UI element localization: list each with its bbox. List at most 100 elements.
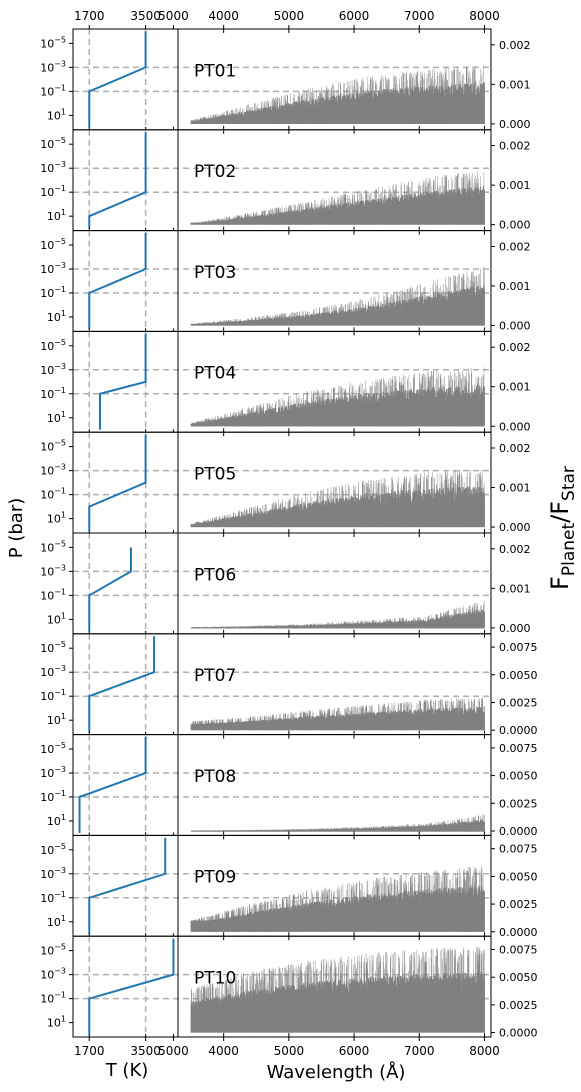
temperature-tick-label-top: 3500 (130, 9, 161, 23)
pt-profile-line (78, 737, 147, 833)
spectrum-pt08 (190, 814, 485, 832)
temperature-tick-label-bottom: 5000 (158, 1044, 189, 1058)
spectrum-continuum (191, 222, 485, 225)
flux-tick-label: 0.002 (499, 543, 531, 556)
wavelength-tick-label-top: 4000 (208, 9, 239, 23)
spectrum-continuum (191, 920, 485, 932)
pt-profile-line (88, 132, 147, 229)
flux-tick-label: 0.0050 (499, 870, 538, 883)
spectrum-continuum (191, 324, 485, 326)
panel-label: PT02 (194, 162, 236, 182)
flux-tick-label: 0.000 (499, 319, 531, 332)
spectrum-continuum (191, 525, 485, 528)
spectrum-panel-frame (177, 935, 492, 1038)
flux-ratio-planet: Planet (559, 522, 579, 576)
spectrum-lines (191, 600, 485, 628)
pressure-tick-label: 10−1 (40, 890, 66, 905)
flux-tick-label: 0.000 (499, 118, 531, 131)
flux-tick-label: 0.0025 (499, 898, 538, 911)
wavelength-tick-label-bottom: 4000 (208, 1044, 239, 1058)
temperature-tick-label-bottom: 1700 (74, 1044, 105, 1058)
temperature-axis-label: T (K) (105, 1060, 149, 1081)
pressure-tick-label: 101 (47, 511, 66, 526)
pressure-tick-label: 10−5 (40, 539, 66, 554)
flux-ratio-star: Star (559, 466, 579, 501)
pressure-tick-label: 10−1 (40, 688, 66, 703)
pressure-tick-label: 10−3 (40, 866, 66, 881)
spectrum-lines (191, 946, 485, 1033)
pt-profile-line (88, 636, 156, 733)
pressure-tick-label: 101 (47, 611, 66, 626)
pressure-tick-label: 101 (47, 712, 66, 727)
pressure-tick-label: 10−5 (40, 439, 66, 454)
flux-ratio-f: F (546, 576, 574, 590)
flux-tick-label: 0.001 (499, 78, 531, 91)
spectrum-continuum (191, 424, 485, 427)
panel-pt05: PT05 10−5 10−3 10−1 101 0.000 0.001 0.002 (40, 431, 531, 534)
flux-tick-label: 0.001 (499, 582, 531, 595)
panel-pt02: PT02 10−5 10−3 10−1 101 0.000 0.001 0.002 (40, 129, 531, 232)
spectrum-continuum (191, 830, 485, 832)
spectrum-lines (191, 367, 485, 427)
spectrum-pt10 (190, 946, 485, 1033)
pt-profile-line (88, 938, 175, 1035)
wavelength-tick-label-top: 6000 (339, 9, 370, 23)
spectrum-lines (191, 65, 484, 124)
flux-tick-label: 0.0050 (499, 669, 538, 682)
spectrum-lines (191, 697, 485, 731)
wavelength-tick-label-top: 5000 (274, 9, 305, 23)
panel-label: PT10 (194, 969, 236, 989)
pt-profile-line (88, 547, 132, 632)
flux-tick-label: 0.0025 (499, 999, 538, 1012)
panels-group: PT01 10−5 10−3 10−1 101 0.000 0.001 0.002 PT02 10… (40, 28, 538, 1040)
pressure-tick-label: 10−3 (40, 563, 66, 578)
wavelength-tick-label-bottom: 6000 (339, 1044, 370, 1058)
pressure-tick-label: 10−3 (40, 967, 66, 982)
flux-tick-label: 0.002 (499, 140, 531, 153)
flux-tick-label: 0.002 (499, 442, 531, 455)
wavelength-axis-label: Wavelength (Å) (267, 1061, 406, 1083)
spectrum-continuum (191, 725, 485, 731)
wavelength-tick-label-bottom: 5000 (274, 1044, 305, 1058)
flux-tick-label: 0.001 (499, 179, 531, 192)
pressure-tick-label: 10−1 (40, 789, 66, 804)
flux-tick-label: 0.001 (499, 482, 531, 495)
flux-tick-label: 0.0050 (499, 770, 538, 783)
pressure-tick-label: 10−3 (40, 765, 66, 780)
spectrum-lines (191, 266, 485, 326)
spectrum-pt01 (190, 65, 485, 124)
panel-pt01: PT01 10−5 10−3 10−1 101 0.000 0.001 0.002 (40, 28, 531, 131)
panel-pt06: PT06 10−5 10−3 10−1 101 0.000 0.001 0.002 (40, 532, 531, 635)
wavelength-tick-label-bottom: 7000 (404, 1044, 435, 1058)
spectrum-pt07 (190, 697, 485, 731)
wavelength-tick-label-top: 7000 (404, 9, 435, 23)
panel-label: PT09 (194, 868, 236, 888)
spectrum-pt09 (190, 865, 485, 932)
pressure-tick-label: 10−1 (40, 285, 66, 300)
panel-pt04: PT04 10−5 10−3 10−1 101 0.000 0.001 0.002 (40, 330, 531, 433)
pressure-tick-label: 101 (47, 914, 66, 929)
panel-label: PT07 (194, 666, 236, 686)
flux-tick-label: 0.0000 (499, 825, 538, 838)
pressure-tick-label: 10−1 (40, 386, 66, 401)
flux-ratio-sep: /F (546, 501, 574, 523)
pressure-tick-label: 10−3 (40, 261, 66, 276)
spectrum-pt03 (190, 266, 485, 326)
panel-label: PT06 (194, 565, 236, 585)
flux-tick-label: 0.001 (499, 280, 531, 293)
panel-pt07: PT07 10−5 10−3 10−1 101 0.0000 0.0025 0.0050 0.0… (40, 633, 538, 737)
flux-tick-label: 0.002 (499, 240, 531, 253)
pt-profile-line (88, 233, 147, 329)
pressure-tick-label: 10−3 (40, 664, 66, 679)
panel-label: PT01 (194, 61, 236, 81)
pressure-tick-label: 10−1 (40, 184, 66, 199)
bottom-wavelength-axis: 4000 5000 6000 7000 8000 (208, 1037, 500, 1058)
wavelength-tick-label-bottom: 8000 (469, 1044, 500, 1058)
spectrum-continuum (191, 1010, 485, 1033)
spectrum-pt06 (190, 600, 485, 629)
spectrum-lines (192, 865, 484, 932)
pressure-tick-label: 10−5 (40, 741, 66, 756)
pressure-tick-label: 101 (47, 813, 66, 828)
pressure-tick-label: 10−1 (40, 587, 66, 602)
